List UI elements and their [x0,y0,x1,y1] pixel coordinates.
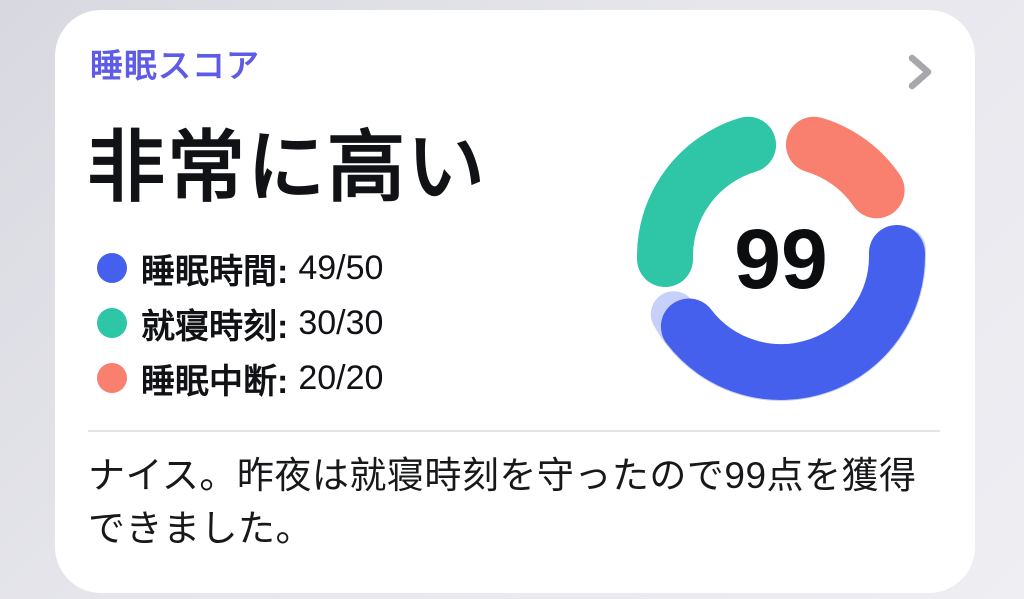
legend-label: 就寝時刻: [141,307,289,346]
donut-ring [637,116,926,401]
score-value: 99 [734,211,828,306]
chevron-right-icon[interactable] [905,50,935,94]
sleep-score-donut: 99 [631,106,931,406]
sleep-interruption-dot [97,363,127,393]
legend-value: 30/30 [298,303,384,342]
score-legend: 睡眠時間: 49/50 就寝時刻: 30/30 睡眠中断: 20/20 [97,248,384,401]
sleep-score-card[interactable]: 睡眠スコア 非常に高い 睡眠時間: 49/50 就寝時刻: 30/30 睡眠中 [55,10,975,593]
card-title[interactable]: 睡眠スコア [90,47,260,84]
legend-label: 睡眠時間: [141,252,289,291]
legend-label: 睡眠中断: [141,362,289,401]
legend-item-sleep-duration: 睡眠時間: 49/50 [97,248,384,291]
score-message: ナイス。昨夜は就寝時刻を守ったので99点を獲得できました。 [88,455,917,549]
bedtime-dot [97,308,127,338]
legend-value: 49/50 [298,248,384,287]
sleep-duration-dot [97,253,127,283]
rating-text: 非常に高い [87,123,488,211]
card-header: 睡眠スコア [90,47,935,94]
legend-item-sleep-interruption: 睡眠中断: 20/20 [97,358,384,401]
legend-value: 20/20 [298,358,384,397]
divider [88,430,940,432]
legend-item-bedtime: 就寝時刻: 30/30 [97,303,384,346]
